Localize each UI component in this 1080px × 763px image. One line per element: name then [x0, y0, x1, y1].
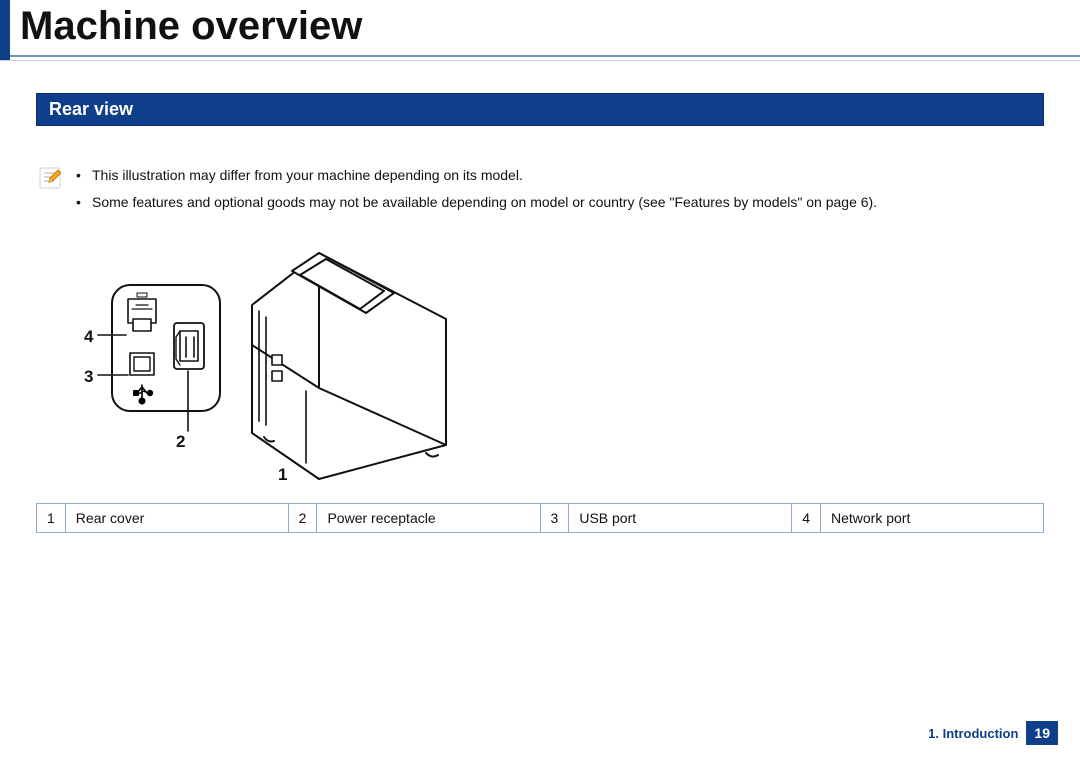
legend-idx: 4 — [792, 504, 821, 533]
table-row: 1 Rear cover 2 Power receptacle 3 USB po… — [37, 504, 1044, 533]
legend-idx: 2 — [288, 504, 317, 533]
legend-label: USB port — [569, 504, 792, 533]
legend-label: Power receptacle — [317, 504, 540, 533]
legend-table: 1 Rear cover 2 Power receptacle 3 USB po… — [36, 503, 1044, 533]
section-heading: Rear view — [36, 93, 1044, 126]
callout-label: 4 — [84, 327, 93, 347]
note-block: This illustration may differ from your m… — [36, 162, 1044, 215]
callout-label: 1 — [278, 465, 287, 485]
title-left-accent-bar — [0, 0, 10, 60]
legend-label: Network port — [820, 504, 1043, 533]
title-rule-primary — [0, 55, 1080, 57]
chapter-label: 1. Introduction — [928, 726, 1018, 741]
note-item: This illustration may differ from your m… — [76, 162, 877, 189]
callout-label: 3 — [84, 367, 93, 387]
page-title: Machine overview — [16, 4, 1080, 49]
note-item: Some features and optional goods may not… — [76, 189, 877, 216]
callout-label: 2 — [176, 432, 185, 452]
rear-view-diagram: 4 3 2 1 — [54, 235, 554, 495]
title-block: Machine overview — [0, 0, 1080, 49]
pencil-note-icon — [36, 164, 64, 197]
page-number: 19 — [1026, 721, 1058, 745]
legend-idx: 1 — [37, 504, 66, 533]
note-list: This illustration may differ from your m… — [64, 162, 877, 215]
page-footer: 1. Introduction 19 — [928, 721, 1058, 745]
legend-idx: 3 — [540, 504, 569, 533]
legend-label: Rear cover — [65, 504, 288, 533]
